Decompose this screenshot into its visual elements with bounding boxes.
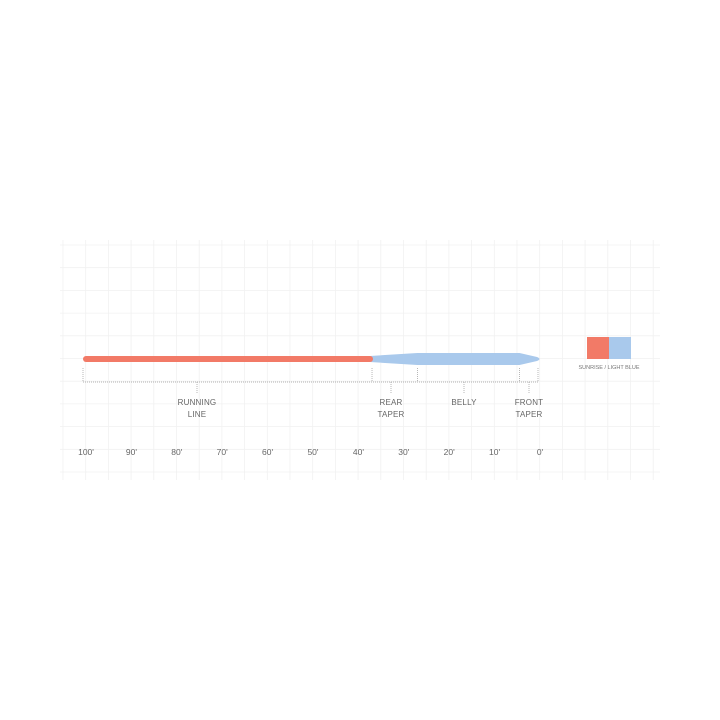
distance-scale: 100' 90' 80' 70' 60' 50' 40' 30' 20' 10' 0' — [78, 447, 543, 457]
line-head-light-blue — [370, 353, 540, 365]
running-line-sunrise — [83, 356, 374, 362]
section-labels: RUNNING LINE REAR TAPER BELLY FRONT TAPER — [178, 382, 544, 419]
scale-tick-label: 20' — [444, 447, 455, 457]
legend-swatch-light-blue — [609, 337, 631, 359]
scale-tick-label: 60' — [262, 447, 273, 457]
section-label-line2: TAPER — [377, 410, 404, 419]
color-legend: SUNRISE / LIGHT BLUE — [578, 337, 640, 371]
scale-tick-label: 70' — [217, 447, 228, 457]
section-label-line1: BELLY — [451, 398, 477, 407]
legend-swatch-sunrise — [587, 337, 609, 359]
scale-tick-label: 0' — [537, 447, 544, 457]
scale-tick-label: 50' — [307, 447, 318, 457]
section-brackets — [82, 368, 539, 383]
section-label-line2: TAPER — [515, 410, 542, 419]
scale-tick-label: 40' — [353, 447, 364, 457]
section-label-line1: RUNNING — [178, 398, 217, 407]
scale-tick-label: 90' — [126, 447, 137, 457]
legend-label: SUNRISE / LIGHT BLUE — [578, 365, 639, 371]
scale-tick-label: 10' — [489, 447, 500, 457]
section-label-line1: REAR — [379, 398, 402, 407]
scale-tick-label: 100' — [78, 447, 94, 457]
section-label-line2: LINE — [188, 410, 207, 419]
scale-tick-label: 80' — [171, 447, 182, 457]
section-label-line1: FRONT — [515, 398, 544, 407]
scale-tick-label: 30' — [398, 447, 409, 457]
